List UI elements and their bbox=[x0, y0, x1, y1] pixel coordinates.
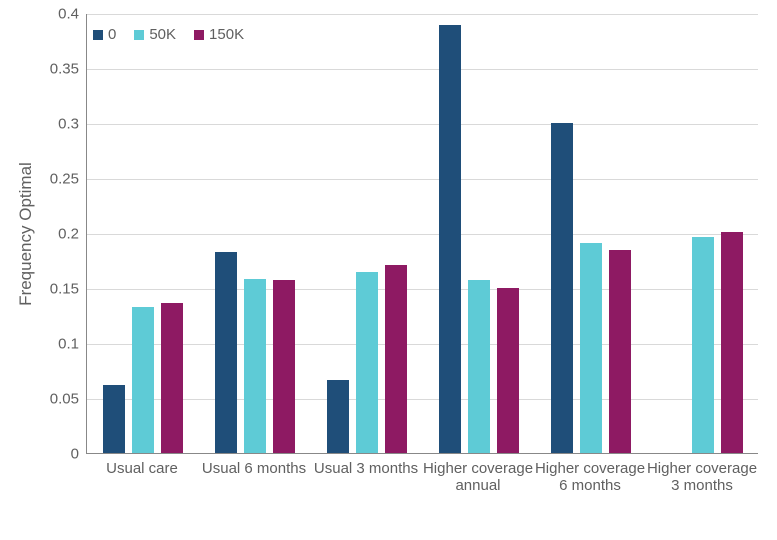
y-tick-label: 0.25 bbox=[50, 171, 87, 188]
plot-area: 050K150K 00.050.10.150.20.250.30.350.4 bbox=[86, 14, 758, 454]
x-tick-label: Usual care bbox=[86, 460, 198, 477]
bar bbox=[215, 252, 236, 453]
legend-swatch bbox=[134, 30, 144, 40]
legend-item: 50K bbox=[134, 26, 176, 43]
bar bbox=[580, 243, 601, 453]
x-tick-label: Higher coverage annual bbox=[422, 460, 534, 495]
y-tick-label: 0.3 bbox=[58, 116, 87, 133]
y-tick-label: 0.1 bbox=[58, 336, 87, 353]
legend-item: 0 bbox=[93, 26, 116, 43]
bar bbox=[692, 237, 713, 453]
gridline bbox=[87, 399, 758, 400]
legend-swatch bbox=[93, 30, 103, 40]
gridline bbox=[87, 344, 758, 345]
bar bbox=[273, 280, 294, 453]
y-tick-label: 0 bbox=[71, 446, 87, 463]
bar bbox=[609, 250, 630, 454]
legend-label: 150K bbox=[209, 26, 244, 43]
gridline bbox=[87, 289, 758, 290]
bar bbox=[244, 279, 265, 453]
legend-item: 150K bbox=[194, 26, 244, 43]
y-tick-label: 0.4 bbox=[58, 6, 87, 23]
bar bbox=[551, 123, 572, 453]
gridline bbox=[87, 124, 758, 125]
bar bbox=[356, 272, 377, 454]
x-tick-label: Usual 3 months bbox=[310, 460, 422, 477]
x-tick-label: Higher coverage 6 months bbox=[534, 460, 646, 495]
y-tick-label: 0.35 bbox=[50, 61, 87, 78]
bar bbox=[468, 280, 489, 453]
bar bbox=[327, 380, 348, 453]
legend-swatch bbox=[194, 30, 204, 40]
gridline bbox=[87, 14, 758, 15]
legend: 0 50K 150K bbox=[93, 26, 244, 43]
gridline bbox=[87, 179, 758, 180]
bar bbox=[385, 265, 406, 453]
gridline bbox=[87, 234, 758, 235]
frequency-optimal-chart: Frequency Optimal 0 50K 150K 0 0.05 0.1 0.15 0… bbox=[0, 0, 777, 540]
legend-label: 0 bbox=[108, 26, 116, 43]
bar bbox=[497, 288, 518, 453]
x-tick-label: Higher coverage 3 months bbox=[646, 460, 758, 495]
bar bbox=[721, 232, 742, 453]
bar bbox=[161, 303, 182, 453]
gridline bbox=[87, 69, 758, 70]
bar bbox=[103, 385, 124, 453]
y-axis-title: Frequency Optimal bbox=[16, 162, 36, 306]
bar bbox=[439, 25, 460, 453]
y-tick-label: 0.2 bbox=[58, 226, 87, 243]
y-tick-label: 0.05 bbox=[50, 391, 87, 408]
x-tick-label: Usual 6 months bbox=[198, 460, 310, 477]
bar bbox=[132, 307, 153, 453]
legend-label: 50K bbox=[149, 26, 176, 43]
y-tick-label: 0.15 bbox=[50, 281, 87, 298]
